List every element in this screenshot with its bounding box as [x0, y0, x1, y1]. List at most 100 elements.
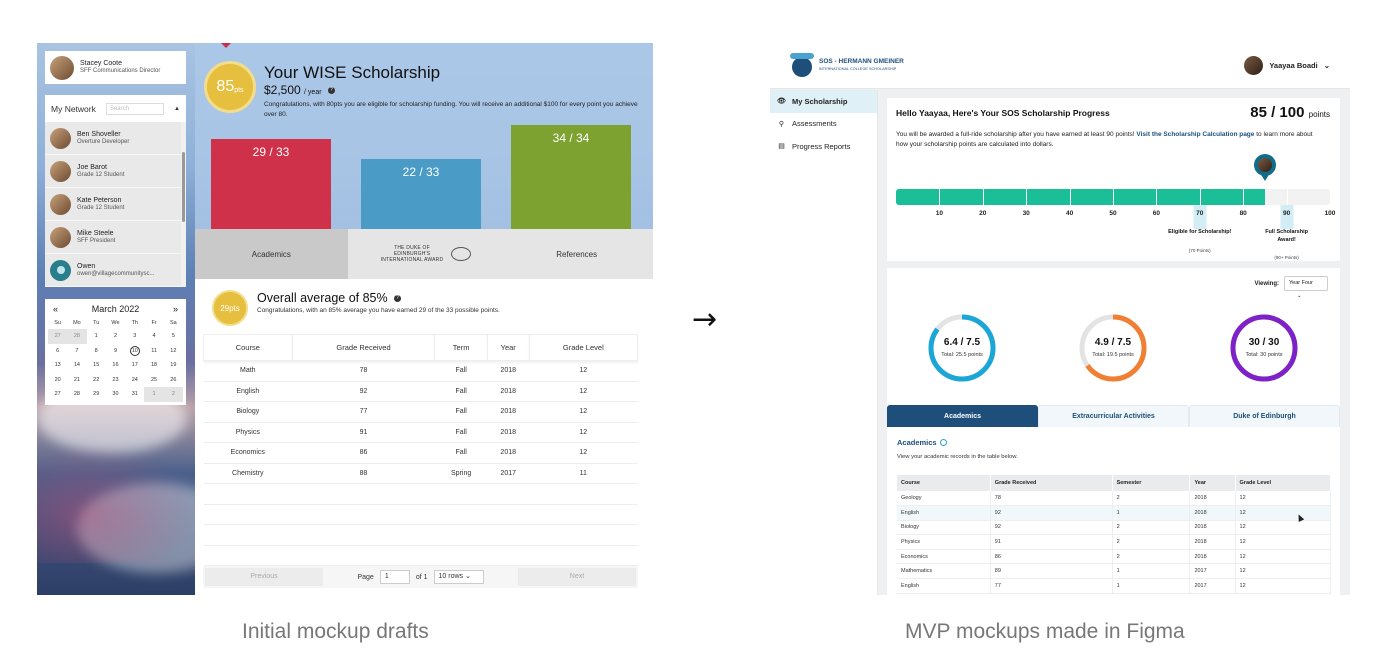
column-header[interactable]: Course	[203, 334, 293, 361]
progress-description: You will be awarded a full-ride scholars…	[896, 130, 1326, 150]
network-person[interactable]: Ben Shoveller Overture Developer	[45, 122, 181, 155]
column-header[interactable]: Semester	[1112, 475, 1191, 491]
column-header[interactable]: Year	[486, 334, 530, 361]
collapse-icon[interactable]: ▲	[174, 105, 180, 112]
table-cell: English	[897, 578, 991, 594]
calendar-day[interactable]: 11	[151, 347, 157, 354]
calendar-month: March 2022	[91, 304, 140, 314]
help-icon[interactable]: ?	[327, 87, 335, 94]
calendar-day[interactable]: 2	[163, 387, 183, 402]
sos-logo-icon[interactable]	[788, 51, 816, 81]
calendar-day[interactable]: 17	[131, 362, 138, 368]
calendar-day[interactable]: 2	[113, 333, 118, 339]
calendar-next-button[interactable]: »	[172, 304, 178, 314]
calendar-day[interactable]: 28	[67, 329, 87, 344]
network-person[interactable]: Mike Steele SFF President	[45, 221, 181, 254]
calendar-day[interactable]: 22	[93, 376, 100, 383]
calendar-day[interactable]: 25	[151, 376, 158, 383]
calendar-day[interactable]: 29	[93, 391, 100, 397]
sidebar-item-assessments[interactable]: ⚲ Assessments	[770, 113, 877, 136]
table-row[interactable]: Physics 91 2 2018 12	[897, 534, 1332, 550]
tab-extracurricular-activities[interactable]: Extracurricular Activities	[1038, 405, 1189, 427]
category-bar[interactable]: 22 / 33	[361, 159, 481, 229]
category-bar[interactable]: 34 / 34	[511, 125, 631, 229]
calendar-day[interactable]: 4	[152, 333, 156, 339]
network-person[interactable]: Owen owen@villagecommunitysc...	[45, 254, 181, 287]
calendar-day[interactable]: 7	[75, 347, 79, 354]
calendar-day[interactable]: 19	[170, 362, 177, 368]
calendar-day[interactable]: 28	[73, 391, 80, 397]
calendar-day[interactable]: 10	[125, 344, 144, 359]
column-header[interactable]: Grade Level	[528, 334, 639, 361]
scroll-thumb[interactable]	[182, 152, 185, 222]
column-header[interactable]: Year	[1189, 475, 1236, 491]
network-person[interactable]: Kate Peterson Grade 12 Student	[45, 188, 181, 221]
table-cell: 2018	[487, 422, 530, 443]
calendar-day[interactable]: 16	[112, 362, 119, 368]
table-row[interactable]: Mathematics 89 1 2017 12	[897, 563, 1332, 580]
calendar-day[interactable]: 27	[48, 329, 68, 344]
page-input[interactable]: 1	[379, 570, 410, 584]
calendar-day[interactable]: 13	[54, 362, 61, 368]
score-ring[interactable]: 6.4 / 7.5 Total: 25.5 points	[927, 313, 997, 383]
tab-academics[interactable]: Academics	[195, 229, 348, 285]
help-icon[interactable]: ?	[394, 295, 402, 302]
column-header[interactable]: Course	[897, 475, 991, 491]
network-scrollbar[interactable]	[181, 122, 186, 287]
calendar-day[interactable]: 27	[54, 391, 61, 397]
table-pager: Previous Page 1 of 1 10 rows ⌄ Next	[203, 566, 638, 588]
calendar-day[interactable]: 9	[113, 347, 118, 354]
year-value: Year Four	[1289, 280, 1313, 286]
profile-card[interactable]: Stacey Coote SFF Communications Director	[45, 51, 186, 84]
calendar-day[interactable]: 6	[56, 347, 60, 354]
table-row[interactable]: Biology 92 2 2018 12	[897, 520, 1332, 536]
calendar-day[interactable]: 5	[171, 333, 175, 339]
calendar-day[interactable]: 12	[170, 347, 177, 354]
sidebar-item-progress-reports[interactable]: ▤ Progress Reports	[770, 135, 877, 158]
tab-duke-of-edinburgh[interactable]: THE DUKE OF EDINBURGH'S INTERNATIONAL AW…	[348, 229, 501, 279]
table-row[interactable]: English 92 1 2018 12	[897, 505, 1332, 521]
user-menu[interactable]: Yaayaa Boadi ⌄	[1244, 56, 1330, 75]
rows-per-page-select[interactable]: 10 rows ⌄	[433, 570, 484, 584]
table-row[interactable]: English 77 1 2017 12	[897, 578, 1332, 594]
table-row[interactable]: Economics 86 2 2018 12	[897, 549, 1332, 565]
sidebar-item-my-scholarship[interactable]: 👁 My Scholarship	[770, 90, 877, 113]
table-cell: English	[897, 505, 991, 521]
calendar-day[interactable]: 23	[112, 376, 119, 383]
score-ring[interactable]: 30 / 30 Total: 30 points	[1229, 313, 1299, 383]
tab-duke-of-edinburgh[interactable]: Duke of Edinburgh	[1189, 405, 1340, 427]
calendar-day[interactable]: 21	[73, 376, 80, 383]
network-search-input[interactable]: Search	[105, 102, 164, 115]
table-cell	[434, 483, 488, 505]
column-header[interactable]: Grade Level	[1235, 475, 1332, 491]
next-button[interactable]: Next	[518, 568, 636, 586]
calendar-day[interactable]: 26	[170, 376, 177, 383]
calendar-day[interactable]: 31	[131, 391, 138, 397]
category-bar[interactable]: 29 / 33	[211, 139, 331, 229]
tab-academics[interactable]: Academics	[887, 405, 1038, 427]
column-header[interactable]: Term	[434, 334, 488, 361]
calendar-day[interactable]: 3	[133, 333, 137, 339]
calendar-day[interactable]: 1	[94, 333, 98, 339]
calendar-day[interactable]: 24	[131, 376, 138, 383]
tab-references[interactable]: References	[556, 249, 598, 259]
info-icon[interactable]	[939, 439, 947, 446]
calendar-day[interactable]: 1	[144, 387, 164, 402]
column-header[interactable]: Grade Received	[291, 334, 436, 361]
table-row[interactable]: Geology 78 2 2018 12	[897, 491, 1332, 507]
calendar-day[interactable]: 18	[151, 362, 158, 368]
column-header[interactable]: Grade Received	[990, 475, 1113, 491]
network-person[interactable]: Joe Barot Grade 12 Student	[45, 155, 181, 188]
calendar-prev-button[interactable]: «	[53, 304, 59, 314]
calendar-day[interactable]: 8	[94, 347, 98, 354]
person-text: Kate Peterson Grade 12 Student	[77, 197, 124, 212]
calendar-day[interactable]: 30	[112, 391, 119, 397]
previous-button[interactable]: Previous	[205, 568, 323, 586]
year-select[interactable]: Year Four ⌄	[1284, 276, 1328, 299]
calendar-day[interactable]: 20	[54, 376, 61, 383]
score-ring[interactable]: 4.9 / 7.5 Total: 19.5 points	[1078, 313, 1148, 383]
calendar-day[interactable]: 14	[73, 362, 80, 368]
person-text: Mike Steele SFF President	[77, 230, 115, 245]
calendar-day[interactable]: 15	[93, 362, 100, 368]
scholarship-calculation-link[interactable]: Visit the Scholarship Calculation page	[1136, 131, 1255, 138]
